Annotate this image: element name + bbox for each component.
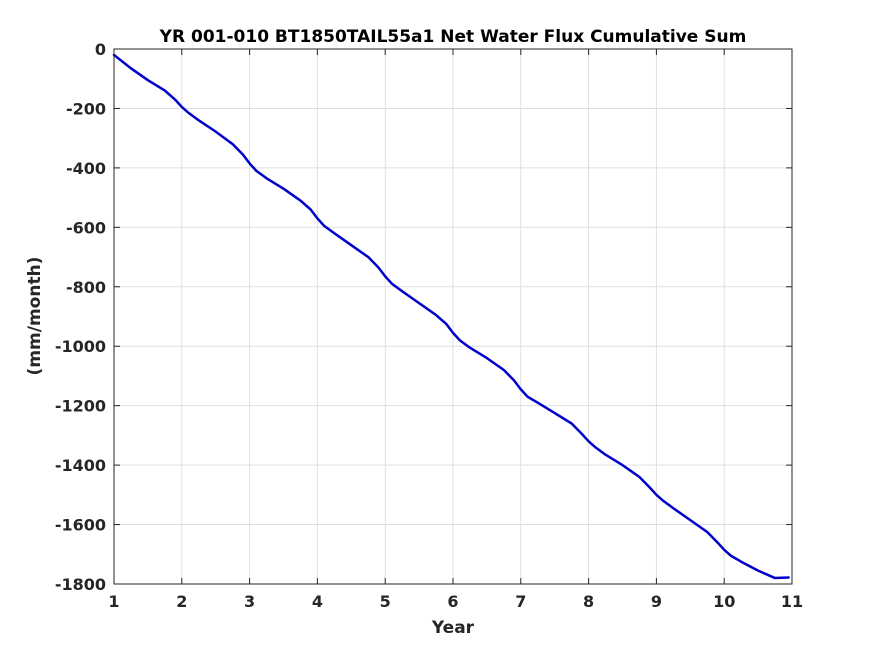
series-line [112,53,790,580]
y-tick-label: 0 [95,40,106,59]
y-axis-title: (mm/month) [25,257,45,376]
x-tick-label: 10 [713,592,735,611]
y-tick-label: -1400 [55,456,106,475]
x-tick-label: 11 [781,592,803,611]
y-tick-label: -1000 [55,337,106,356]
y-tick-label: -400 [66,159,106,178]
x-tick-label: 5 [380,592,391,611]
y-tick-label: -1200 [55,397,106,416]
x-tick-label: 2 [176,592,187,611]
x-axis-title: Year [431,618,475,638]
y-tick-labels: 0 -200 -400 -600 -800 -1000 -1200 -1400 -1600 -18… [55,40,106,594]
y-tick-label: -200 [66,99,106,118]
x-tick-label: 3 [244,592,255,611]
series-layer [112,53,790,580]
x-tick-label: 6 [447,592,458,611]
x-tick-label: 1 [108,592,119,611]
y-tick-label: -1800 [55,575,106,594]
x-tick-labels: 1 2 3 4 5 6 7 8 9 10 11 [108,592,803,611]
x-tick-label: 7 [515,592,526,611]
x-tick-label: 9 [651,592,662,611]
y-tick-label: -600 [66,218,106,237]
chart-title: YR 001-010 BT1850TAIL55a1 Net Water Flux… [159,27,747,47]
x-tick-label: 4 [312,592,323,611]
y-tick-label: -800 [66,278,106,297]
x-tick-label: 8 [583,592,594,611]
y-tick-label: -1600 [55,516,106,535]
ticks [113,48,793,585]
